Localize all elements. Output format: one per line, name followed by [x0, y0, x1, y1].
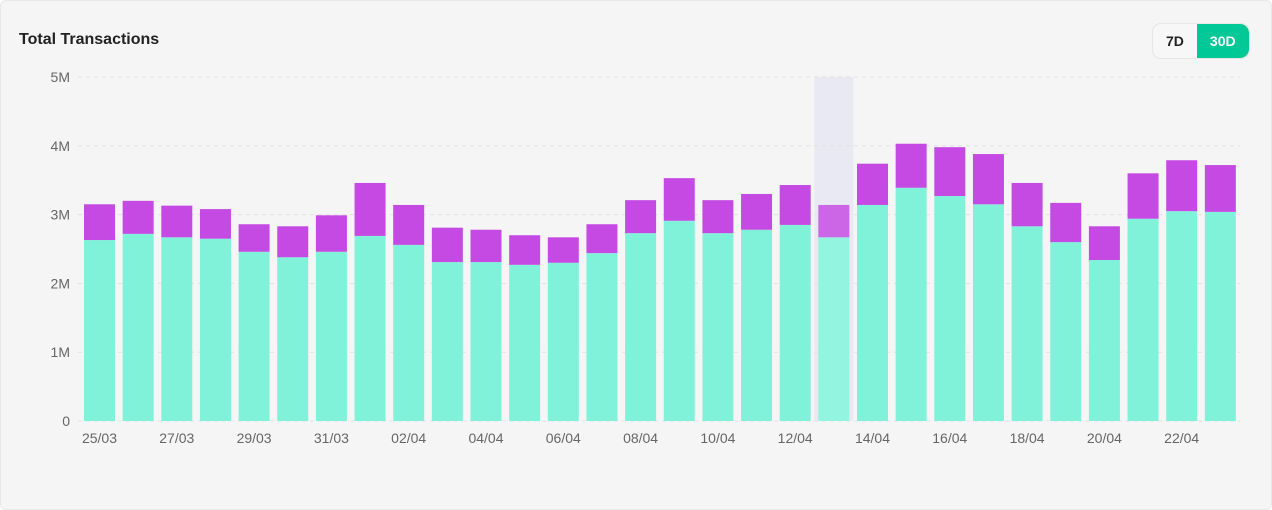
- bar-upper-16-04: [934, 147, 966, 197]
- y-tick-label: 3M: [51, 207, 70, 223]
- bar-upper-01-04: [354, 182, 386, 236]
- x-tick-label: 29/03: [237, 430, 272, 446]
- bar-lower-11-04: [741, 229, 773, 421]
- bar-lower-30-03: [277, 257, 309, 421]
- bar-upper-03-04: [431, 227, 463, 263]
- x-tick-label: 12/04: [778, 430, 813, 446]
- bar-upper-06-04: [547, 237, 579, 263]
- x-tick-label: 06/04: [546, 430, 581, 446]
- x-tick-label: 04/04: [468, 430, 503, 446]
- bar-lower-08-04: [625, 233, 657, 421]
- bar-upper-30-03: [277, 226, 309, 258]
- bar-lower-29-03: [238, 251, 270, 421]
- bar-lower-03-04: [431, 262, 463, 421]
- bar-lower-15-04: [895, 187, 927, 421]
- x-tick-label: 22/04: [1164, 430, 1199, 446]
- bar-upper-21-04: [1127, 173, 1159, 219]
- bar-upper-23-04: [1204, 165, 1236, 212]
- bar-upper-18-04: [1011, 182, 1043, 227]
- bar-upper-25-03: [84, 204, 115, 241]
- y-tick-label: 5M: [51, 69, 70, 85]
- bar-upper-17-04: [972, 154, 1004, 205]
- bar-lower-23-04: [1204, 211, 1236, 421]
- x-tick-label: 18/04: [1010, 430, 1045, 446]
- bar-upper-11-04: [741, 193, 773, 230]
- bar-lower-04-04: [470, 262, 502, 421]
- bar-upper-08-04: [625, 200, 657, 234]
- bar-upper-02-04: [393, 204, 425, 245]
- bar-lower-05-04: [509, 264, 541, 421]
- bar-upper-31-03: [315, 215, 347, 252]
- bar-upper-13-04: [818, 204, 850, 238]
- bar-lower-31-03: [315, 251, 347, 421]
- bar-upper-15-04: [895, 143, 927, 188]
- bar-upper-05-04: [509, 235, 541, 265]
- range-toggle: 7D 30D: [1152, 23, 1250, 59]
- bar-lower-01-04: [354, 235, 386, 421]
- bar-lower-13-04: [818, 237, 850, 421]
- x-tick-label: 20/04: [1087, 430, 1122, 446]
- x-tick-label: 16/04: [932, 430, 967, 446]
- bar-upper-09-04: [663, 178, 695, 221]
- y-tick-label: 1M: [51, 344, 70, 360]
- x-tick-label: 25/03: [82, 430, 117, 446]
- bar-lower-28-03: [199, 238, 231, 421]
- x-tick-label: 27/03: [159, 430, 194, 446]
- bar-lower-02-04: [393, 244, 425, 421]
- bar-lower-07-04: [586, 253, 618, 421]
- chart-title: Total Transactions: [19, 31, 160, 48]
- y-tick-label: 0: [62, 413, 70, 429]
- bar-upper-19-04: [1050, 202, 1082, 243]
- bar-upper-12-04: [779, 185, 811, 225]
- bar-lower-25-03: [84, 240, 115, 421]
- bar-upper-10-04: [702, 200, 734, 234]
- x-tick-label: 08/04: [623, 430, 658, 446]
- y-tick-label: 2M: [51, 275, 70, 291]
- bar-lower-12-04: [779, 224, 811, 421]
- bar-lower-22-04: [1166, 211, 1198, 421]
- x-tick-label: 31/03: [314, 430, 349, 446]
- bar-upper-04-04: [470, 229, 502, 263]
- bar-lower-20-04: [1088, 260, 1120, 421]
- bar-lower-06-04: [547, 262, 579, 421]
- bar-lower-14-04: [857, 204, 888, 421]
- range-7d-button[interactable]: 7D: [1166, 33, 1184, 49]
- bar-upper-26-03: [122, 200, 154, 234]
- x-tick-label: 10/04: [700, 430, 735, 446]
- bar-upper-20-04: [1088, 226, 1120, 261]
- bar-upper-29-03: [238, 224, 270, 252]
- bar-upper-28-03: [199, 209, 231, 239]
- bar-lower-17-04: [972, 204, 1004, 421]
- bar-lower-19-04: [1050, 242, 1082, 421]
- bar-lower-16-04: [934, 196, 966, 421]
- bar-lower-21-04: [1127, 218, 1159, 421]
- x-tick-label: 14/04: [855, 430, 890, 446]
- bar-upper-27-03: [161, 205, 193, 238]
- bar-upper-14-04: [857, 163, 888, 205]
- x-tick-label: 02/04: [391, 430, 426, 446]
- bar-lower-10-04: [702, 233, 734, 421]
- y-tick-label: 4M: [51, 138, 70, 154]
- bar-lower-09-04: [663, 220, 695, 421]
- range-30d-button[interactable]: 30D: [1196, 24, 1249, 58]
- bar-upper-22-04: [1166, 160, 1198, 212]
- bar-upper-07-04: [586, 224, 618, 254]
- bar-lower-27-03: [161, 237, 193, 421]
- bar-lower-18-04: [1011, 226, 1043, 421]
- bar-hover-overlay: [818, 204, 850, 421]
- bar-lower-26-03: [122, 233, 154, 421]
